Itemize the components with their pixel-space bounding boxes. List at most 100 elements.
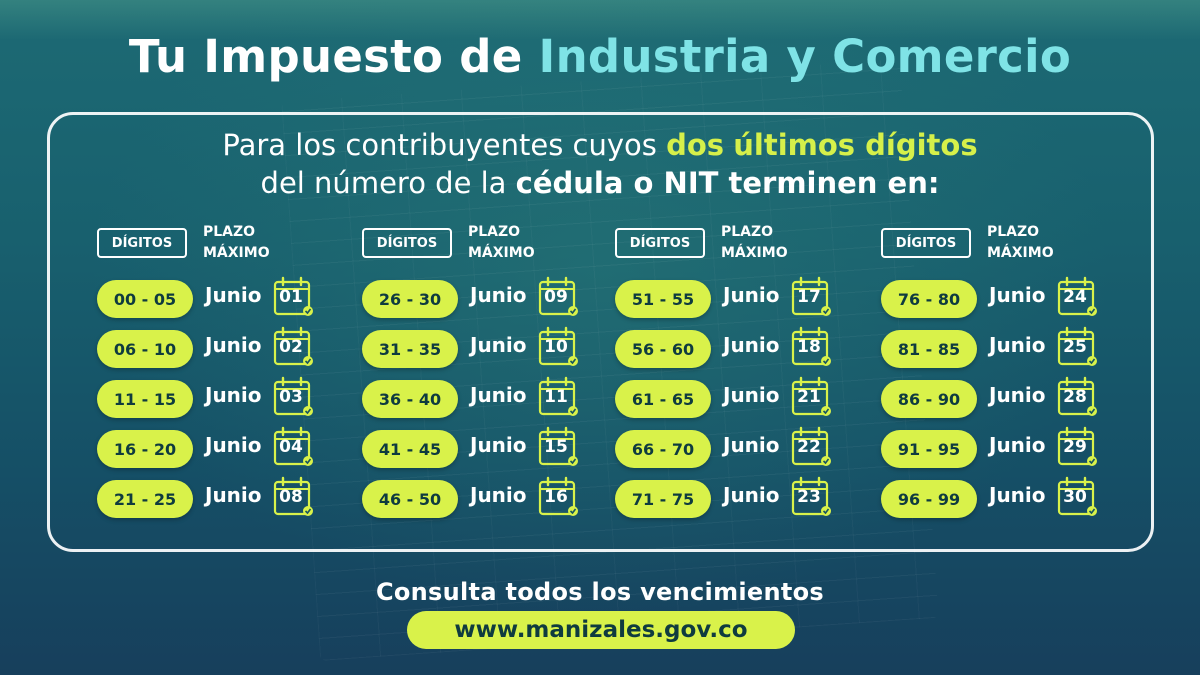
digits-header-badge: DÍGITOS: [881, 228, 971, 258]
schedule-row: 96 - 99 Junio 30: [881, 476, 1131, 522]
deadline-month: Junio: [470, 483, 527, 507]
intro-line-2: del número de la cédula o NIT terminen e…: [0, 164, 1200, 202]
plazo-maximo-header: PLAZO MÁXIMO: [721, 222, 788, 264]
deadline-month: Junio: [470, 283, 527, 307]
deadline-day: 17: [797, 287, 821, 307]
digit-range-pill: 56 - 60: [615, 330, 711, 368]
website-link[interactable]: www.manizales.gov.co: [407, 611, 795, 649]
schedule-column: DÍGITOS PLAZO MÁXIMO 26 - 30 Junio 09 31 - 35 J…: [362, 222, 612, 522]
plazo-label: PLAZO: [987, 224, 1040, 240]
schedule-row: 00 - 05 Junio 01: [97, 276, 347, 322]
plazo-label: PLAZO: [203, 224, 256, 240]
schedule-row: 21 - 25 Junio 08: [97, 476, 347, 522]
schedule-row: 61 - 65 Junio 21: [615, 376, 865, 422]
deadline-day: 24: [1063, 287, 1087, 307]
deadline-month: Junio: [205, 483, 262, 507]
calendar-icon: 09: [538, 276, 578, 316]
schedule-panel: [47, 112, 1154, 552]
schedule-column: DÍGITOS PLAZO MÁXIMO 00 - 05 Junio 01 06 - 10 J…: [97, 222, 347, 522]
digit-range-pill: 46 - 50: [362, 480, 458, 518]
schedule-row: 31 - 35 Junio 10: [362, 326, 612, 372]
deadline-day: 25: [1063, 337, 1087, 357]
digit-range-pill: 16 - 20: [97, 430, 193, 468]
schedule-row: 51 - 55 Junio 17: [615, 276, 865, 322]
deadline-month: Junio: [723, 483, 780, 507]
deadline-day: 03: [279, 387, 303, 407]
schedule-row: 11 - 15 Junio 03: [97, 376, 347, 422]
digit-range-pill: 26 - 30: [362, 280, 458, 318]
column-header: DÍGITOS PLAZO MÁXIMO: [362, 222, 612, 266]
schedule-row: 26 - 30 Junio 09: [362, 276, 612, 322]
deadline-day: 11: [544, 387, 568, 407]
background-top-decoration: [0, 0, 1200, 40]
calendar-icon: 04: [273, 426, 313, 466]
intro-text: Para los contribuyentes cuyos dos último…: [0, 126, 1200, 202]
plazo-maximo-header: PLAZO MÁXIMO: [203, 222, 270, 264]
schedule-row: 16 - 20 Junio 04: [97, 426, 347, 472]
maximo-label: MÁXIMO: [203, 245, 270, 261]
calendar-icon: 16: [538, 476, 578, 516]
calendar-icon: 08: [273, 476, 313, 516]
schedule-row: 56 - 60 Junio 18: [615, 326, 865, 372]
intro-line-1: Para los contribuyentes cuyos dos último…: [0, 126, 1200, 164]
column-header: DÍGITOS PLAZO MÁXIMO: [615, 222, 865, 266]
schedule-row: 86 - 90 Junio 28: [881, 376, 1131, 422]
deadline-month: Junio: [723, 333, 780, 357]
deadline-month: Junio: [470, 433, 527, 457]
digit-range-pill: 71 - 75: [615, 480, 711, 518]
schedule-row: 66 - 70 Junio 22: [615, 426, 865, 472]
deadline-day: 10: [544, 337, 568, 357]
digit-range-pill: 81 - 85: [881, 330, 977, 368]
title-part-1: Tu Impuesto de: [128, 30, 523, 83]
calendar-icon: 22: [791, 426, 831, 466]
intro-line-2-a: del número de la: [260, 166, 507, 200]
schedule-row: 76 - 80 Junio 24: [881, 276, 1131, 322]
deadline-day: 21: [797, 387, 821, 407]
schedule-row: 91 - 95 Junio 29: [881, 426, 1131, 472]
intro-line-1-b: dos: [666, 128, 725, 162]
intro-line-1-a: Para los contribuyentes cuyos: [222, 128, 657, 162]
deadline-month: Junio: [205, 433, 262, 457]
deadline-day: 23: [797, 487, 821, 507]
calendar-icon: 17: [791, 276, 831, 316]
column-header: DÍGITOS PLAZO MÁXIMO: [881, 222, 1131, 266]
digit-range-pill: 66 - 70: [615, 430, 711, 468]
calendar-icon: 03: [273, 376, 313, 416]
deadline-month: Junio: [989, 383, 1046, 407]
calendar-icon: 11: [538, 376, 578, 416]
deadline-month: Junio: [723, 433, 780, 457]
digits-header-badge: DÍGITOS: [362, 228, 452, 258]
deadline-day: 08: [279, 487, 303, 507]
digit-range-pill: 61 - 65: [615, 380, 711, 418]
maximo-label: MÁXIMO: [987, 245, 1054, 261]
plazo-maximo-header: PLAZO MÁXIMO: [987, 222, 1054, 264]
consulta-text: Consulta todos los vencimientos: [375, 578, 825, 606]
deadline-month: Junio: [205, 333, 262, 357]
deadline-day: 18: [797, 337, 821, 357]
schedule-row: 81 - 85 Junio 25: [881, 326, 1131, 372]
digits-header-badge: DÍGITOS: [615, 228, 705, 258]
calendar-icon: 23: [791, 476, 831, 516]
digit-range-pill: 36 - 40: [362, 380, 458, 418]
schedule-row: 36 - 40 Junio 11: [362, 376, 612, 422]
digit-range-pill: 11 - 15: [97, 380, 193, 418]
plazo-label: PLAZO: [468, 224, 521, 240]
deadline-day: 16: [544, 487, 568, 507]
digit-range-pill: 21 - 25: [97, 480, 193, 518]
column-header: DÍGITOS PLAZO MÁXIMO: [97, 222, 347, 266]
schedule-row: 41 - 45 Junio 15: [362, 426, 612, 472]
deadline-day: 02: [279, 337, 303, 357]
deadline-day: 22: [797, 437, 821, 457]
schedule-column: DÍGITOS PLAZO MÁXIMO 51 - 55 Junio 17 56 - 60 J…: [615, 222, 865, 522]
digit-range-pill: 00 - 05: [97, 280, 193, 318]
digit-range-pill: 96 - 99: [881, 480, 977, 518]
title-part-2-accent: Industria y Comercio: [538, 30, 1072, 83]
deadline-month: Junio: [989, 483, 1046, 507]
maximo-label: MÁXIMO: [468, 245, 535, 261]
deadline-month: Junio: [205, 283, 262, 307]
digit-range-pill: 31 - 35: [362, 330, 458, 368]
deadline-day: 28: [1063, 387, 1087, 407]
digit-range-pill: 41 - 45: [362, 430, 458, 468]
deadline-day: 09: [544, 287, 568, 307]
schedule-row: 06 - 10 Junio 02: [97, 326, 347, 372]
